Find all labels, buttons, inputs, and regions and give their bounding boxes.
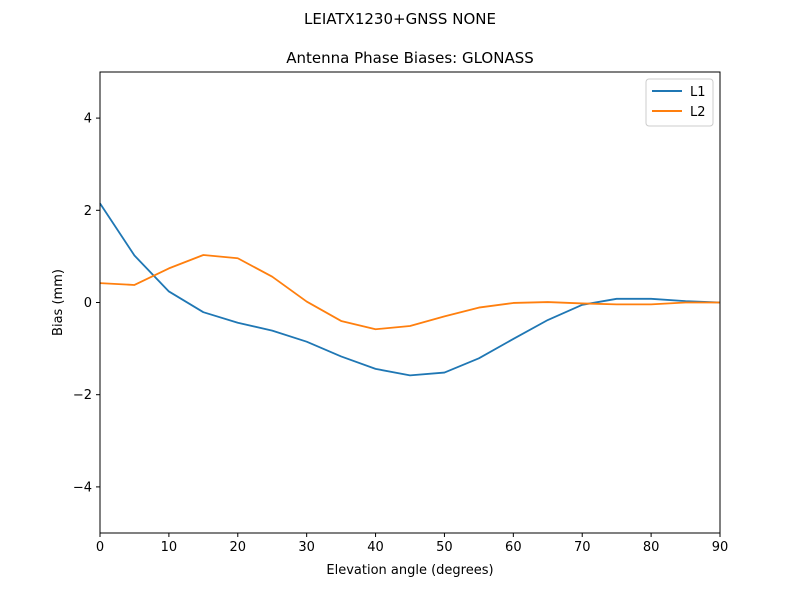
x-tick-label: 0 (96, 540, 104, 555)
x-tick-label: 90 (712, 540, 729, 555)
x-tick-label: 10 (161, 540, 178, 555)
series-line-l2 (99, 254, 720, 331)
y-tick-label: 4 (84, 112, 92, 127)
y-tick-label: 2 (84, 204, 92, 219)
x-tick-label: 80 (643, 540, 660, 555)
y-tick-label: −2 (73, 388, 92, 403)
legend-label-l1: L1 (690, 85, 706, 100)
legend: L1 L2 (645, 78, 714, 127)
y-tick-label: 0 (84, 296, 92, 311)
x-tick-label: 50 (436, 540, 453, 555)
legend-label-l2: L2 (690, 105, 706, 120)
series-line-l1 (99, 202, 721, 377)
chart-suptitle: LEIATX1230+GNSS NONE (304, 10, 496, 28)
x-tick-label: 70 (574, 540, 591, 555)
y-tick-label: −4 (73, 480, 92, 495)
y-axis-label: Bias (mm) (51, 269, 66, 336)
x-tick-label: 30 (298, 540, 315, 555)
chart-title: Antenna Phase Biases: GLONASS (286, 49, 534, 67)
x-axis-label: Elevation angle (degrees) (326, 563, 493, 578)
x-tick-label: 20 (230, 540, 247, 555)
x-tick-label: 60 (505, 540, 522, 555)
series-lines (99, 202, 721, 377)
plot-frame (99, 71, 721, 534)
x-tick-label: 40 (367, 540, 384, 555)
